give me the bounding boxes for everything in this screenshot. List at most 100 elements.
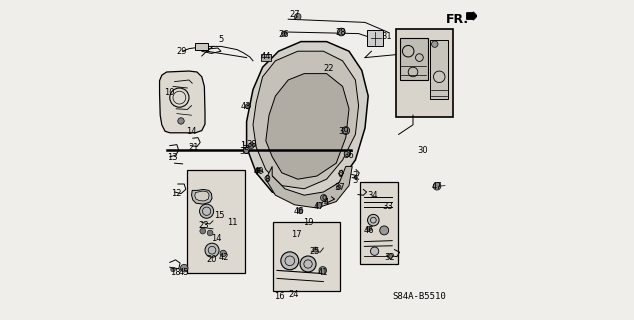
Text: 28: 28 [335, 28, 346, 36]
Text: 19: 19 [304, 218, 314, 227]
Bar [261, 54, 271, 61]
Text: 16: 16 [275, 292, 285, 301]
Text: 47: 47 [432, 182, 443, 191]
Circle shape [205, 243, 219, 257]
Polygon shape [160, 71, 205, 133]
Text: 39: 39 [339, 127, 349, 136]
Polygon shape [195, 191, 209, 201]
Text: 14: 14 [210, 234, 221, 243]
Circle shape [313, 247, 318, 252]
Text: FR.: FR. [446, 13, 469, 27]
Circle shape [207, 230, 213, 236]
Text: 9: 9 [321, 195, 327, 204]
Polygon shape [266, 74, 349, 179]
Text: 45: 45 [178, 268, 189, 277]
Circle shape [200, 204, 214, 218]
Bar [430, 40, 448, 99]
Text: 17: 17 [291, 230, 302, 239]
Text: 18: 18 [171, 268, 181, 277]
Text: 38: 38 [247, 140, 257, 149]
Text: 43: 43 [241, 102, 252, 111]
Bar [399, 38, 429, 80]
Circle shape [200, 228, 205, 234]
FancyArrow shape [467, 12, 477, 20]
Circle shape [319, 267, 327, 274]
Text: 27: 27 [289, 10, 300, 19]
Circle shape [342, 127, 349, 134]
Polygon shape [253, 51, 359, 189]
Circle shape [387, 253, 392, 259]
Circle shape [295, 13, 301, 20]
Text: 6: 6 [337, 170, 343, 179]
Text: S84A-B5510: S84A-B5510 [392, 292, 446, 301]
Circle shape [337, 28, 345, 36]
Text: 26: 26 [278, 30, 288, 39]
Polygon shape [266, 166, 353, 208]
Text: 25: 25 [309, 247, 320, 256]
Text: 2: 2 [353, 171, 358, 180]
Circle shape [433, 182, 441, 190]
Circle shape [245, 104, 250, 109]
Text: 46: 46 [294, 207, 305, 216]
Text: 33: 33 [382, 202, 393, 211]
Text: 42: 42 [219, 253, 230, 262]
Bar [366, 30, 382, 46]
Circle shape [370, 247, 378, 255]
Text: 7: 7 [255, 168, 260, 177]
Circle shape [321, 195, 327, 201]
Circle shape [344, 150, 351, 157]
Text: 31: 31 [382, 32, 392, 41]
Circle shape [368, 214, 379, 226]
Circle shape [281, 31, 287, 36]
Text: 35: 35 [240, 147, 250, 156]
Text: 40: 40 [253, 167, 264, 176]
Circle shape [337, 185, 341, 189]
Text: 23: 23 [198, 221, 209, 230]
Text: 24: 24 [288, 290, 299, 299]
Text: 41: 41 [317, 268, 328, 277]
Text: 44: 44 [261, 52, 271, 61]
Text: 20: 20 [206, 255, 217, 264]
Bar [187, 170, 245, 273]
Text: 34: 34 [367, 191, 378, 200]
Text: 21: 21 [189, 143, 199, 152]
Text: 14: 14 [186, 127, 197, 136]
Text: 3: 3 [353, 176, 358, 185]
Text: 11: 11 [227, 218, 238, 227]
Circle shape [171, 267, 175, 272]
Circle shape [366, 226, 372, 231]
Circle shape [265, 176, 270, 181]
Bar [273, 222, 340, 291]
Circle shape [380, 226, 389, 235]
Text: 10: 10 [164, 88, 174, 97]
Text: 8: 8 [264, 175, 269, 184]
Polygon shape [247, 42, 368, 202]
Bar [195, 43, 208, 50]
Text: 46: 46 [363, 226, 374, 235]
Text: 15: 15 [214, 212, 224, 220]
Circle shape [220, 250, 226, 257]
Text: 36: 36 [343, 151, 354, 160]
Text: 1: 1 [240, 141, 245, 150]
Text: 30: 30 [417, 146, 428, 155]
Circle shape [281, 252, 299, 270]
Circle shape [432, 41, 438, 47]
Polygon shape [191, 189, 212, 204]
Circle shape [178, 118, 184, 124]
Circle shape [243, 147, 250, 154]
Circle shape [297, 208, 303, 213]
Bar [360, 182, 398, 264]
Text: 13: 13 [167, 153, 178, 162]
Bar [396, 29, 453, 117]
Text: 47: 47 [313, 202, 324, 211]
Circle shape [316, 203, 322, 208]
Circle shape [256, 168, 261, 173]
Text: 22: 22 [323, 64, 334, 73]
Circle shape [249, 143, 254, 148]
Text: 5: 5 [218, 35, 224, 44]
Text: 29: 29 [177, 47, 187, 56]
Text: 12: 12 [172, 189, 182, 198]
Text: 32: 32 [385, 253, 395, 262]
Circle shape [180, 264, 188, 272]
Circle shape [300, 256, 316, 272]
